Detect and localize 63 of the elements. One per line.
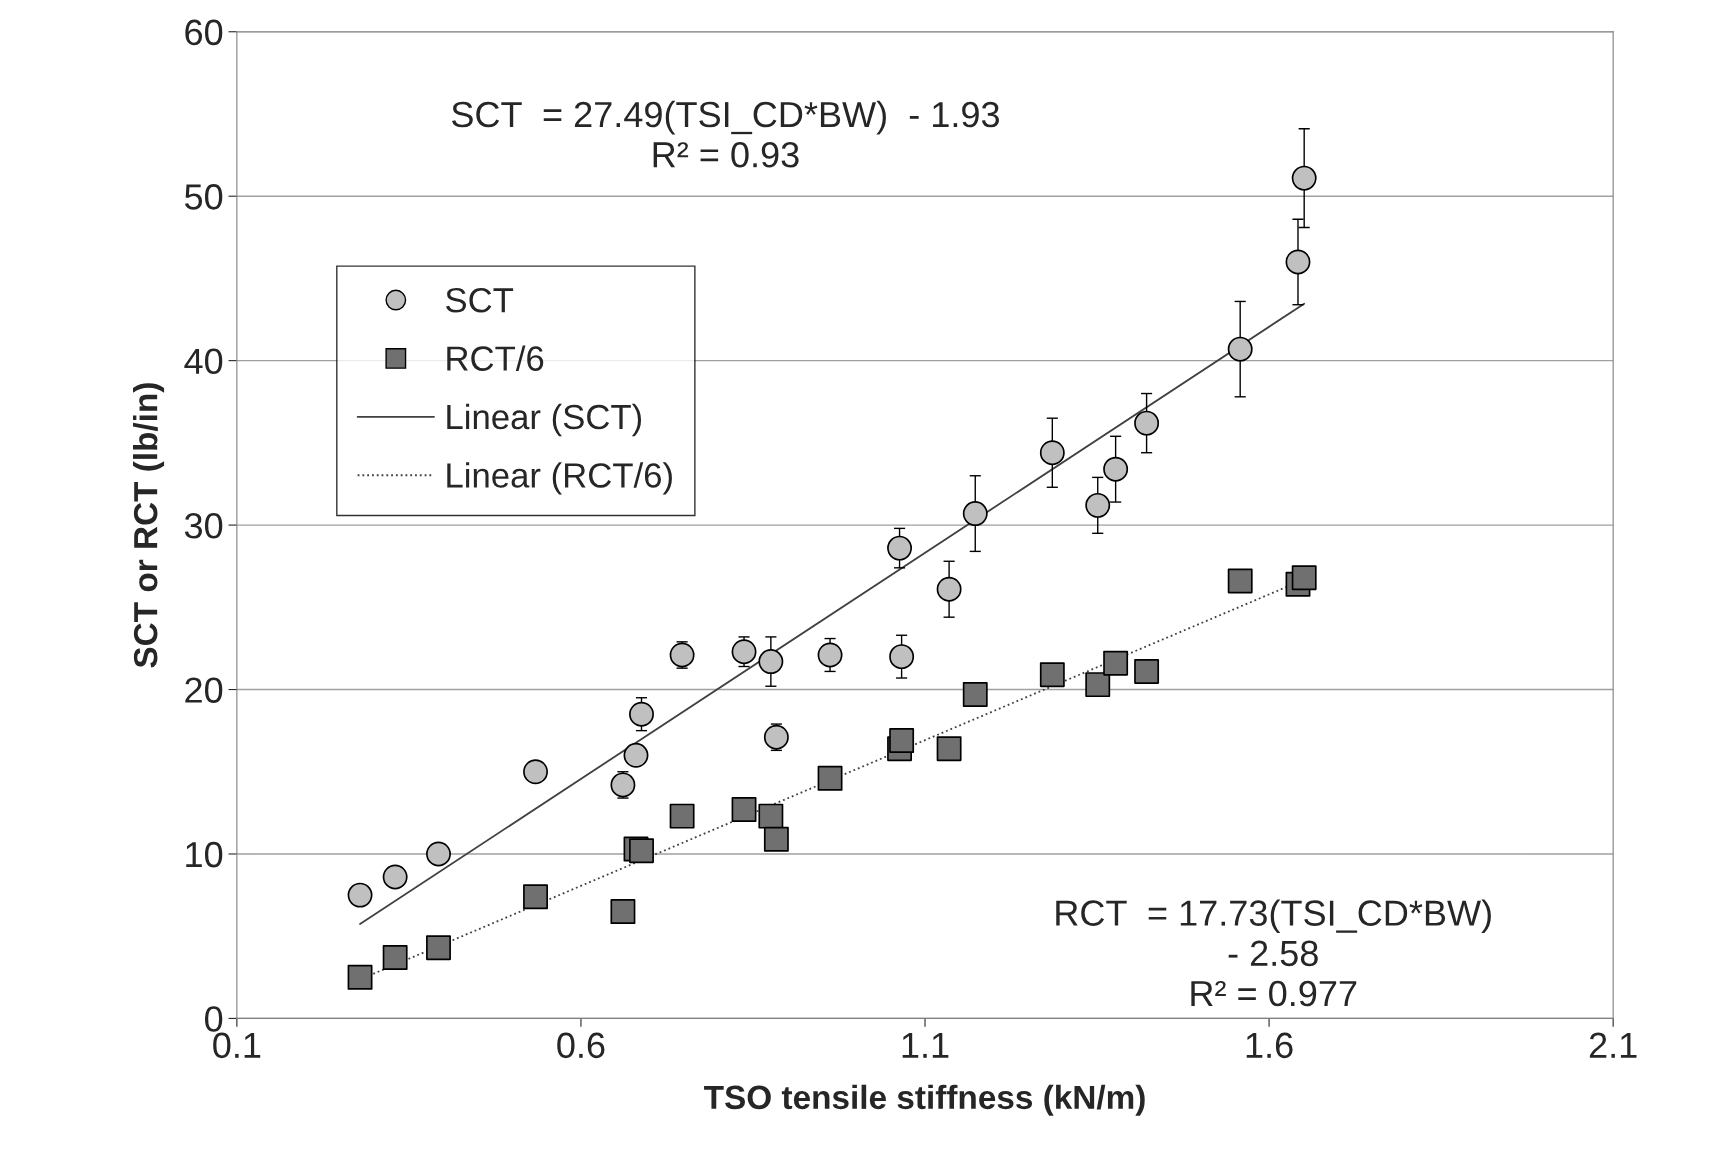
point: [889, 728, 915, 753]
point: [936, 736, 962, 762]
point: [1103, 456, 1129, 482]
legend-label: Linear (SCT): [447, 403, 642, 437]
x-tick-label: 2.1: [1589, 1032, 1637, 1058]
point: [1085, 492, 1111, 518]
point: [1227, 568, 1253, 594]
point: [629, 701, 654, 727]
point: [426, 935, 451, 961]
point: [1039, 440, 1065, 466]
point: [1227, 336, 1253, 362]
point: [669, 642, 695, 668]
point: [1134, 410, 1160, 436]
point: [623, 742, 649, 768]
point: [817, 642, 843, 668]
point: [731, 797, 757, 823]
y-tick-label: 50: [184, 184, 223, 210]
x-tick-label: 0.6: [557, 1032, 605, 1059]
point: [889, 644, 915, 670]
legend-label: SCT: [446, 287, 514, 313]
point: [1085, 672, 1111, 698]
x-axis-title: TSO tensile stiffness (kN/m): [704, 1084, 1145, 1116]
point: [758, 649, 784, 675]
point: [426, 841, 451, 867]
x-tick-label: 1.6: [1246, 1032, 1293, 1059]
point: [758, 803, 784, 829]
point: [347, 882, 373, 908]
point: [523, 759, 548, 785]
point: [763, 826, 789, 852]
point: [1039, 662, 1065, 688]
point: [1285, 249, 1311, 275]
y-tick-label: 60: [185, 19, 223, 46]
point: [669, 803, 695, 829]
x-tick-label: 1.1: [902, 1032, 949, 1058]
point: [1291, 165, 1317, 191]
point: [962, 501, 988, 527]
point: [610, 772, 636, 798]
point: [887, 535, 913, 561]
legend-label: Linear (RCT/6): [447, 462, 672, 495]
point: [817, 765, 843, 791]
x-tick-label: 0.1: [213, 1032, 261, 1059]
point: [962, 682, 988, 707]
point: [1103, 650, 1129, 676]
point: [382, 864, 408, 890]
y-tick-label: 0: [205, 1006, 223, 1032]
annotation: RCT = 17.73(TSI_CD*BW) - 2.58 R² = 0.977: [1056, 899, 1491, 1007]
point: [936, 576, 962, 602]
point: [763, 724, 789, 750]
point: [1291, 565, 1317, 591]
point: [731, 639, 757, 665]
y-tick-label: 20: [185, 677, 223, 703]
y-tick-label: 30: [184, 512, 223, 539]
point: [610, 899, 636, 924]
point: [382, 945, 408, 971]
point: [523, 884, 548, 910]
point: [1134, 658, 1160, 684]
y-axis-title: SCT or RCT (lb/in): [133, 383, 165, 668]
point: [629, 838, 654, 864]
y-tick-label: 10: [186, 841, 223, 868]
annotation: SCT = 27.49(TSI_CD*BW) - 1.93 R² = 0.93: [451, 100, 999, 168]
point: [347, 964, 373, 990]
y-tick-label: 40: [184, 348, 223, 375]
legend-label: RCT/6: [447, 345, 544, 371]
